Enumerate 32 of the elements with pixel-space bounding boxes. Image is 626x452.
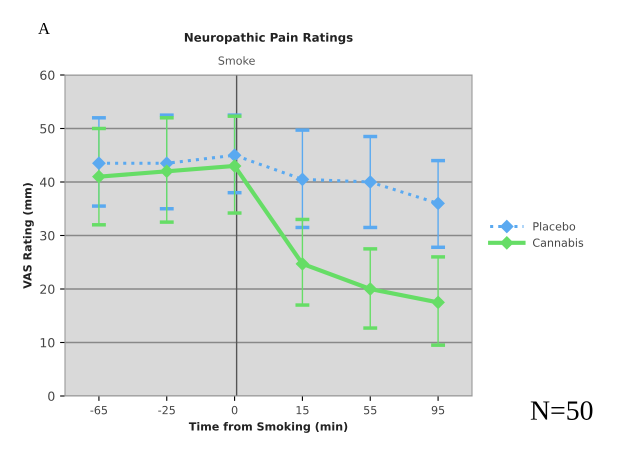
y-tick-label: 40 bbox=[40, 177, 54, 187]
chart-title: Neuropathic Pain Ratings bbox=[184, 32, 353, 44]
point bbox=[296, 257, 310, 270]
y-tick-label: 0 bbox=[48, 391, 54, 401]
y-tick-label: 20 bbox=[40, 284, 54, 294]
point bbox=[431, 196, 445, 210]
point bbox=[364, 175, 377, 189]
legend-label: Cannabis bbox=[532, 238, 584, 247]
point bbox=[431, 296, 445, 309]
point bbox=[160, 164, 174, 178]
point bbox=[92, 156, 106, 170]
text: A bbox=[38, 23, 50, 34]
y-tick-label: 10 bbox=[40, 338, 54, 348]
y-axis-title: VAS Rating (mm) bbox=[22, 183, 34, 289]
x-tick-label: 0 bbox=[232, 406, 238, 414]
ref-line-label: Smoke bbox=[218, 56, 255, 65]
x-axis-title: Time from Smoking (min) bbox=[188, 422, 348, 433]
legend-label: Placebo bbox=[533, 222, 576, 231]
x-tick-label: 15 bbox=[296, 406, 309, 414]
y-tick-label: 60 bbox=[40, 70, 54, 80]
point bbox=[296, 172, 310, 186]
point bbox=[228, 148, 242, 162]
x-tick-label: 55 bbox=[364, 406, 376, 414]
y-tick-label: 50 bbox=[40, 124, 54, 134]
point bbox=[228, 159, 242, 173]
point bbox=[364, 282, 377, 296]
x-tick-label: -65 bbox=[90, 406, 108, 414]
text: N=50 bbox=[530, 401, 592, 420]
x-tick-label: -25 bbox=[158, 406, 175, 414]
y-tick-label: 30 bbox=[40, 230, 54, 240]
x-tick-label: 95 bbox=[432, 406, 444, 414]
point bbox=[92, 170, 106, 184]
